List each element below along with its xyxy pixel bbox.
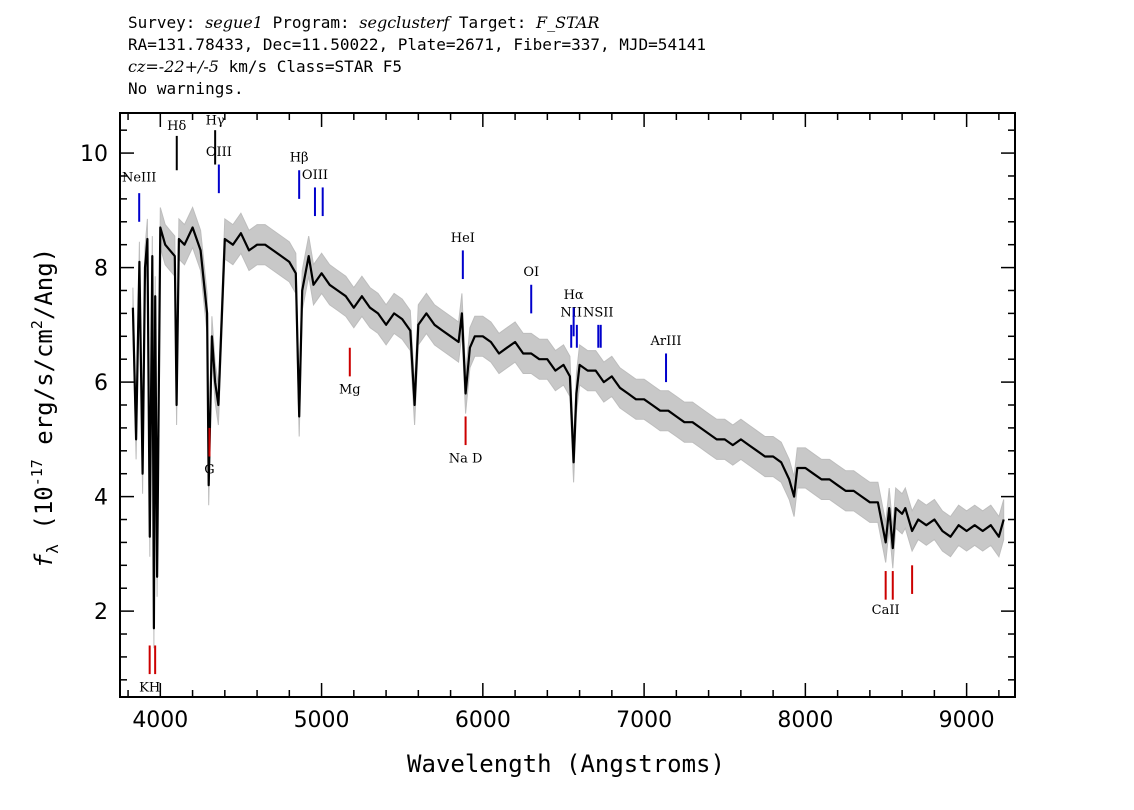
flux-series <box>131 226 1005 630</box>
header-line-3: cz=-22+/-5 km/s Class=STAR F5 <box>128 57 402 76</box>
x-tick-label: 7000 <box>616 708 672 733</box>
y-tick-label: 8 <box>94 257 108 282</box>
spectral-line-label: OIII <box>206 145 232 160</box>
y-tick-label: 4 <box>94 486 108 511</box>
spectral-line-label: Hα <box>564 288 584 303</box>
x-axis-label: Wavelength (Angstroms) <box>407 750 725 778</box>
spectral-line-label: Hγ <box>206 113 225 128</box>
spectral-line-label: OI <box>523 265 539 280</box>
spectral-line-label: NII <box>560 305 582 320</box>
x-tick-label: 4000 <box>132 708 188 733</box>
x-tick-label: 9000 <box>939 708 995 733</box>
y-tick-label: 2 <box>94 600 108 625</box>
flux-error-band <box>132 206 1005 649</box>
error-band <box>132 206 1005 649</box>
y-tick-label: 10 <box>80 142 108 167</box>
program-value: segclusterf <box>359 13 450 32</box>
spectral-line-label: Mg <box>339 383 361 398</box>
spectral-line-label: Hδ <box>167 119 186 134</box>
plot-axes: 4000 5000 6000 7000 8000 9000 2 4 6 8 10 <box>80 112 1016 733</box>
y-tick-label: 6 <box>94 371 108 396</box>
spectral-line-label: OIII <box>302 168 328 183</box>
spectral-line-label: G <box>204 463 214 478</box>
spectral-line-label: KH <box>139 680 160 695</box>
survey-value: segue1 <box>205 13 263 32</box>
target-value: F_STAR <box>536 13 600 32</box>
spectral-line-label: CaII <box>872 603 900 618</box>
x-tick-label: 5000 <box>294 708 350 733</box>
flux-line <box>131 226 1005 630</box>
spectral-line-label: NSII <box>583 305 614 320</box>
spectral-line-label: Na D <box>449 451 483 466</box>
header-warnings: No warnings. <box>128 79 244 98</box>
spectral-line-label: ArIII <box>650 334 682 349</box>
x-tick-label: 6000 <box>455 708 511 733</box>
spectral-line-label: NeIII <box>122 171 156 186</box>
x-tick-label: 8000 <box>777 708 833 733</box>
y-axis-label: fλ (10-17 erg/s/cm2/Ang) <box>28 248 62 568</box>
spectral-line-markers: NeIII Hδ Hγ OIII Hβ OIII HeI OI NII Hα NSII ArIII KH… <box>122 113 914 695</box>
header-line-2: RA=131.78433, Dec=11.50022, Plate=2671, … <box>128 35 706 54</box>
spectrum-header: Survey: segue1 Program: segclusterf Targ… <box>128 12 706 100</box>
spectral-line-label: HeI <box>451 231 475 246</box>
cz-value: -22+/-5 <box>158 57 219 76</box>
spectral-line-label: Hβ <box>290 151 309 166</box>
header-line-1: Survey: segue1 Program: segclusterf Targ… <box>128 13 600 32</box>
